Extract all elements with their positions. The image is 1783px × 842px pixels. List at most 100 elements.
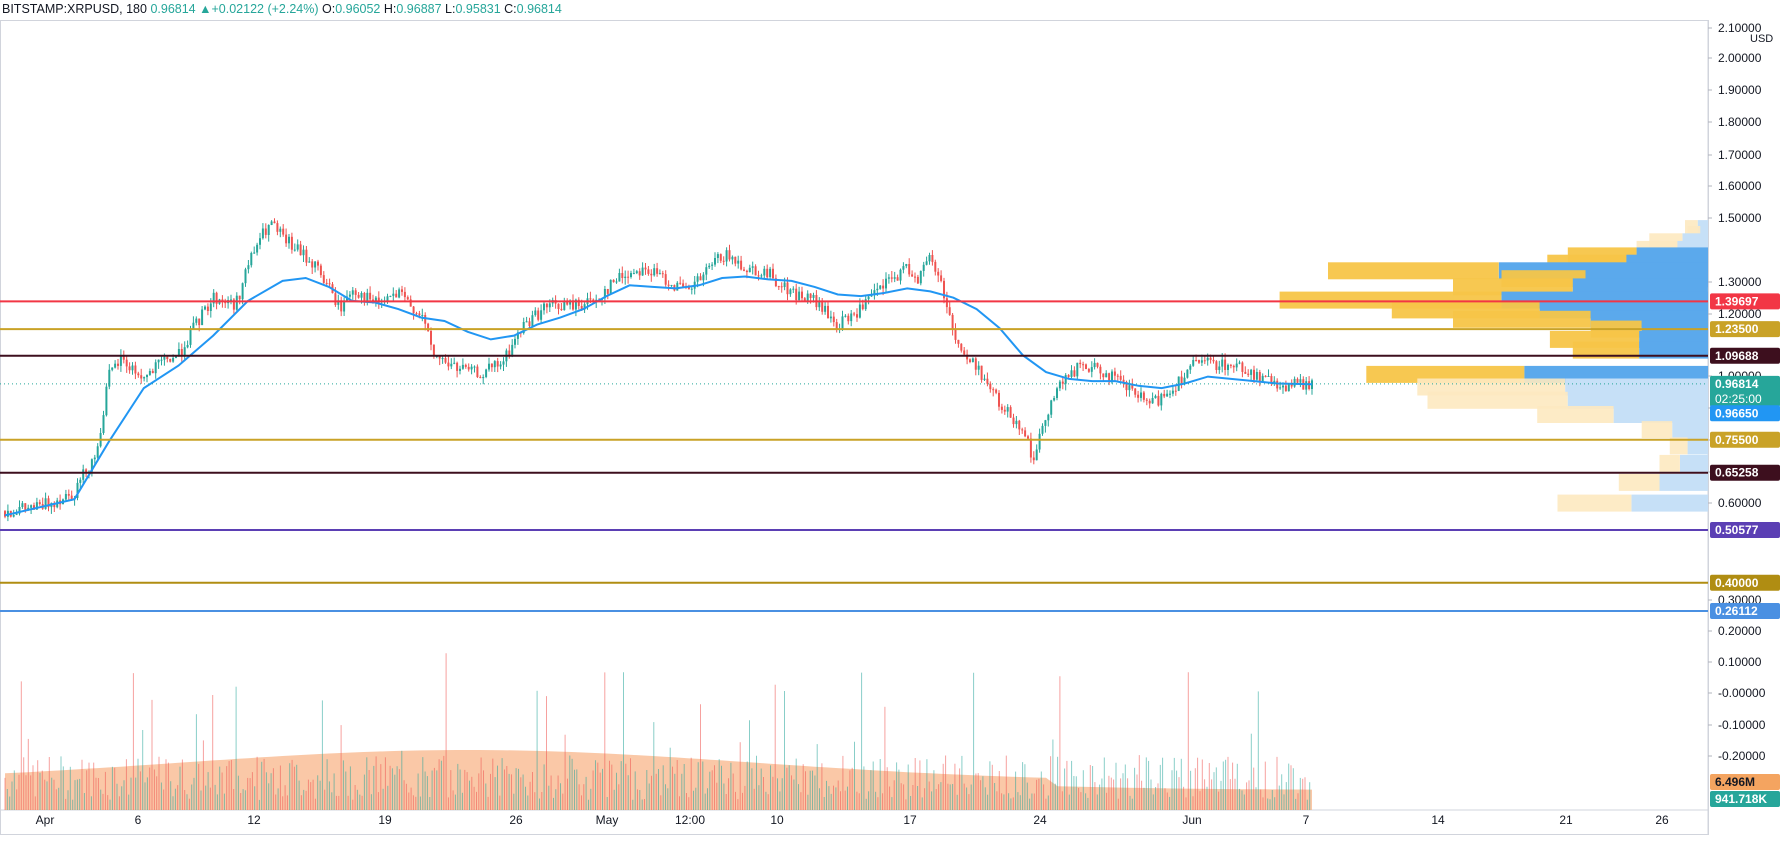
candle-body (27, 507, 30, 510)
candle-body (44, 498, 47, 509)
level-price-badge (1710, 522, 1780, 538)
volume-value-label: 6.496M (1715, 775, 1755, 789)
candle-body (467, 366, 470, 370)
candle-body (1018, 420, 1021, 430)
candle-body (827, 305, 829, 319)
candle-body (861, 304, 864, 310)
candle-body (690, 288, 693, 290)
candle-body (1270, 376, 1273, 384)
candle-body (412, 306, 415, 314)
candle-body (122, 355, 125, 360)
candle-body (151, 371, 154, 374)
currency-label: USD (1750, 33, 1773, 45)
candle-body (299, 244, 302, 256)
candle-body (858, 304, 861, 318)
candle-body (1183, 377, 1186, 384)
candle-body (531, 315, 534, 326)
candle-body (957, 339, 960, 344)
candle-body (1255, 372, 1258, 380)
candle-body (114, 363, 117, 368)
volume-profile-up (1453, 310, 1591, 328)
candle-body (873, 290, 876, 296)
candle-body (496, 361, 499, 367)
candle-body (882, 285, 885, 289)
candle-body (418, 313, 421, 316)
candle-body (925, 261, 928, 265)
low-label: L: (445, 2, 456, 16)
candle-body (93, 457, 96, 460)
candle-body (916, 276, 919, 284)
candle-body (204, 306, 206, 310)
countdown-label: 02:25:00 (1715, 392, 1762, 406)
candle-body (641, 267, 644, 276)
x-tick-label: 17 (903, 813, 917, 827)
candle-body (157, 359, 160, 363)
candle-body (1099, 366, 1102, 374)
x-tick-label: Jun (1182, 813, 1201, 827)
candle-body (1035, 449, 1038, 461)
candle-body (279, 228, 282, 232)
candle-body (737, 260, 740, 264)
candle-body (363, 293, 366, 303)
candle-body (33, 505, 35, 510)
candle-body (253, 252, 256, 254)
candle-body (1166, 393, 1169, 397)
candle-body (21, 503, 24, 507)
candle-body (658, 273, 661, 275)
candle-body (606, 289, 609, 294)
candle-body (479, 377, 482, 379)
candle-body (172, 357, 175, 362)
candle-body (667, 284, 670, 286)
candle-body (1058, 381, 1061, 389)
level-price-badge (1710, 293, 1780, 310)
level-price-label: 1.39697 (1715, 294, 1759, 308)
candle-body (270, 221, 273, 225)
volume-profile-up (1641, 421, 1673, 439)
candle-body (1061, 381, 1064, 384)
candle-body (490, 363, 493, 368)
candle-body (919, 271, 922, 284)
candle-body (128, 366, 131, 371)
candle-body (980, 365, 983, 380)
candle-body (644, 267, 647, 270)
candle-body (1096, 362, 1099, 367)
candle-body (543, 303, 545, 311)
candle-body (256, 244, 259, 253)
y-tick-label: 1.80000 (1718, 115, 1762, 129)
candle-body (261, 228, 264, 239)
candle-body (140, 375, 143, 379)
candle-body (432, 344, 435, 357)
candle-body (716, 254, 719, 258)
candle-body (143, 377, 146, 379)
level-price-label: 0.26112 (1715, 604, 1758, 618)
candle-body (1090, 367, 1093, 372)
candle-body (664, 274, 667, 285)
candle-body (801, 291, 803, 299)
level-price-label: 1.23500 (1715, 322, 1759, 336)
candle-body (1235, 363, 1238, 368)
candle-body (453, 362, 456, 364)
x-tick-label: 26 (509, 813, 523, 827)
candle-body (111, 367, 114, 370)
candle-body (392, 293, 395, 296)
candle-body (1053, 398, 1056, 401)
candle-body (687, 286, 690, 290)
candle-body (635, 271, 638, 274)
level-price-label: 0.40000 (1715, 576, 1759, 590)
candle-body (1290, 384, 1293, 387)
candle-body (1122, 379, 1125, 382)
candle-body (809, 293, 812, 298)
x-tick-label: 12:00 (675, 813, 705, 827)
candle-body (1221, 359, 1224, 367)
candle-body (189, 329, 192, 345)
candle-body (786, 282, 789, 295)
candle-body (192, 322, 195, 330)
candle-body (876, 288, 879, 291)
chart-header: BITSTAMP:XRPUSD, 180 0.96814 ▲+0.02122 (… (2, 2, 562, 16)
candle-body (438, 356, 441, 359)
candle-body (1189, 365, 1192, 370)
volume-profile-down (1565, 378, 1708, 396)
candle-body (986, 378, 989, 384)
candle-body (763, 268, 766, 276)
